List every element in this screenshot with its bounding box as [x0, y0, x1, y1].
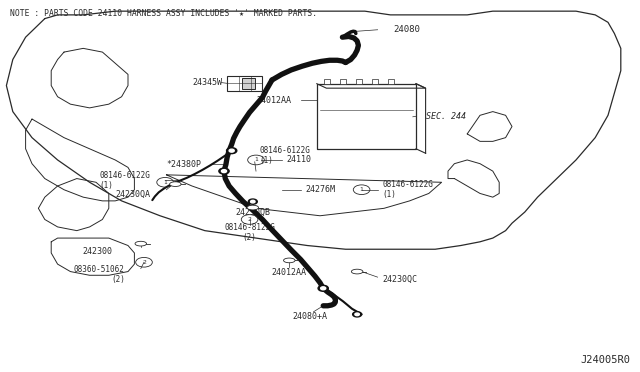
- Text: *24380P: *24380P: [166, 160, 202, 169]
- Text: 08146-6122G
(1): 08146-6122G (1): [99, 171, 150, 190]
- Ellipse shape: [135, 241, 147, 246]
- Text: 1: 1: [163, 180, 167, 185]
- Bar: [324, 79, 330, 84]
- Text: 24345W: 24345W: [193, 78, 223, 87]
- Circle shape: [353, 312, 362, 317]
- Bar: [242, 78, 255, 89]
- Text: 08146-6122G
(1): 08146-6122G (1): [259, 146, 310, 165]
- Circle shape: [250, 200, 255, 203]
- Bar: [340, 79, 346, 84]
- Circle shape: [321, 287, 326, 290]
- Text: 1: 1: [360, 187, 364, 192]
- Bar: [372, 79, 378, 84]
- Text: 24012AA: 24012AA: [256, 96, 291, 105]
- Circle shape: [318, 285, 328, 291]
- Bar: [356, 79, 362, 84]
- Circle shape: [229, 149, 234, 152]
- Text: 1: 1: [254, 157, 258, 163]
- Bar: [317, 84, 416, 149]
- Circle shape: [248, 199, 257, 204]
- Bar: [227, 76, 262, 91]
- Text: 08360-51062
(2): 08360-51062 (2): [74, 265, 125, 284]
- Text: 24080: 24080: [394, 25, 420, 34]
- Ellipse shape: [351, 269, 363, 274]
- Ellipse shape: [170, 182, 181, 186]
- Text: 2: 2: [142, 260, 146, 265]
- Ellipse shape: [247, 205, 259, 210]
- Text: 24230QB: 24230QB: [236, 208, 270, 217]
- Circle shape: [219, 168, 229, 174]
- Circle shape: [221, 170, 227, 173]
- Text: 08146-8122G
(2): 08146-8122G (2): [224, 223, 275, 242]
- Circle shape: [355, 313, 360, 315]
- Text: 24110: 24110: [287, 155, 312, 164]
- Text: J24005R0: J24005R0: [580, 355, 630, 365]
- Bar: [388, 79, 394, 84]
- Text: 24012AA: 24012AA: [272, 268, 307, 277]
- Circle shape: [227, 148, 237, 154]
- Text: SEC. 244: SEC. 244: [426, 112, 466, 121]
- Text: 24230QC: 24230QC: [383, 275, 418, 284]
- Ellipse shape: [284, 258, 295, 263]
- Text: 24080+A: 24080+A: [293, 312, 328, 321]
- Text: 242300: 242300: [82, 247, 112, 256]
- Text: 24276M: 24276M: [306, 185, 336, 194]
- Text: 24230QA: 24230QA: [115, 190, 150, 199]
- Text: NOTE : PARTS CODE 24110 HARNESS ASSY INCLUDES '★' MARKED PARTS.: NOTE : PARTS CODE 24110 HARNESS ASSY INC…: [10, 9, 317, 18]
- Text: 08146-6122G
(1): 08146-6122G (1): [383, 180, 433, 199]
- Text: 2: 2: [248, 217, 252, 222]
